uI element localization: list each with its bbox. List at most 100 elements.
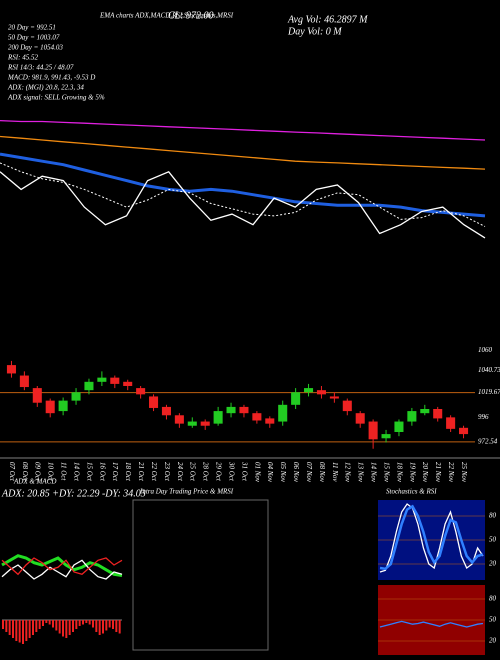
x-tick-label: 16 Oct: [98, 462, 106, 482]
x-tick-label: 24 Oct: [176, 462, 184, 482]
candle-body: [161, 406, 171, 416]
x-tick-label: 11 Nov: [331, 462, 339, 482]
x-tick-label: 09 Oct: [34, 462, 42, 482]
macd-bar: [55, 620, 58, 631]
x-tick-label: 04 Nov: [266, 462, 274, 483]
line-series: [379, 620, 484, 628]
x-tick-label: 21 Oct: [137, 462, 145, 482]
macd-bar: [22, 620, 24, 644]
x-tick-label: 14 Nov: [370, 462, 378, 483]
y-tick-label: 996: [478, 413, 489, 421]
candle-body: [71, 392, 81, 401]
y-tick-label: 20: [489, 560, 497, 568]
x-tick-label: 15 Nov: [382, 462, 390, 483]
candle-body: [32, 388, 42, 403]
candle-body: [355, 413, 365, 424]
macd-bar: [88, 620, 91, 625]
candle-body: [226, 406, 236, 414]
y-tick-label: 50: [489, 616, 497, 624]
macd-bar: [82, 620, 84, 625]
x-tick-label: 23 Oct: [163, 462, 171, 482]
candle-body: [329, 396, 339, 399]
panel-title: ADX & MACD: [13, 478, 56, 486]
y-tick-label: 80: [489, 512, 497, 520]
macd-bar: [38, 620, 41, 629]
candle-body: [123, 381, 133, 386]
panel-title: Stochastics & RSI: [386, 488, 437, 496]
macd-bar: [28, 620, 31, 638]
x-tick-label: 17 Oct: [111, 462, 119, 482]
y-tick-label: 50: [489, 536, 497, 544]
x-tick-label: 20 Nov: [421, 462, 429, 483]
line-series: [0, 135, 486, 170]
candle-body: [58, 400, 68, 412]
legend-text: 20 Day = 992.51: [8, 24, 56, 32]
macd-bar: [48, 620, 51, 625]
x-tick-label: 18 Nov: [395, 462, 403, 483]
macd-bar: [65, 620, 68, 638]
candle-body: [342, 400, 352, 412]
x-tick-label: 06 Nov: [292, 462, 300, 483]
legend-text: ADX signal: SELL Growing & 5%: [7, 94, 105, 102]
y-tick-label: 20: [489, 637, 497, 645]
candle-body: [239, 406, 249, 414]
candle-body: [45, 400, 55, 414]
macd-bar: [115, 620, 118, 632]
candle-body: [213, 411, 223, 424]
candle-body: [200, 421, 210, 426]
candle-body: [174, 415, 184, 424]
x-tick-label: 13 Nov: [357, 462, 365, 483]
candle-body: [187, 421, 197, 426]
x-tick-label: 08 Oct: [21, 462, 29, 482]
candle-body: [252, 413, 262, 421]
candle-body: [291, 392, 301, 405]
macd-bar: [5, 620, 8, 632]
legend-text: 50 Day = 1003.07: [8, 34, 60, 42]
volume-text: Day Vol: 0 M: [287, 26, 342, 37]
macd-bar: [95, 620, 98, 632]
x-tick-label: 29 Oct: [215, 462, 223, 482]
macd-bar: [58, 620, 61, 634]
x-tick-label: 08 Nov: [318, 462, 326, 483]
x-tick-label: 07 Nov: [305, 462, 313, 483]
x-tick-label: 19 Nov: [408, 462, 416, 483]
macd-bar: [32, 620, 34, 635]
macd-bar: [92, 620, 94, 628]
candle-body: [433, 409, 443, 419]
legend-text: MACD: 981.9, 991.43, -9.53 D: [7, 74, 95, 82]
x-tick-label: 28 Oct: [202, 462, 210, 482]
macd-bar: [118, 620, 121, 634]
candle-body: [420, 409, 430, 414]
macd-bar: [12, 620, 14, 638]
x-tick-label: 25 Nov: [460, 462, 468, 483]
candle-body: [446, 417, 456, 429]
x-tick-label: 11 Oct: [60, 462, 68, 481]
line-series: [0, 171, 486, 239]
y-tick-label: 972.54: [478, 437, 498, 445]
y-tick-label: 1019.67: [478, 388, 500, 396]
legend-text: ADX: (MGI) 20.8, 22.3, 34: [7, 84, 84, 92]
x-tick-label: 31 Oct: [240, 461, 248, 482]
candle-body: [19, 375, 29, 388]
x-tick-label: 21 Nov: [434, 462, 442, 483]
x-tick-label: 01 Nov: [253, 462, 261, 483]
x-tick-label: 05 Nov: [279, 462, 287, 483]
macd-bar: [8, 620, 11, 635]
line-series: [0, 152, 486, 218]
y-tick-label: 1040.73: [478, 366, 500, 374]
x-tick-label: 10 Oct: [47, 462, 55, 482]
macd-bar: [75, 620, 78, 629]
x-tick-label: 14 Oct: [72, 462, 80, 482]
candle-body: [110, 377, 120, 384]
candle-body: [278, 404, 288, 422]
candle-body: [407, 411, 417, 422]
candle-body: [136, 388, 146, 395]
x-tick-label: 07 Oct: [8, 462, 16, 482]
macd-bar: [15, 620, 18, 641]
line-series: [379, 504, 484, 571]
macd-bar: [52, 620, 54, 628]
candle-body: [97, 377, 107, 382]
line-series: [1, 559, 123, 580]
macd-bar: [112, 620, 114, 629]
